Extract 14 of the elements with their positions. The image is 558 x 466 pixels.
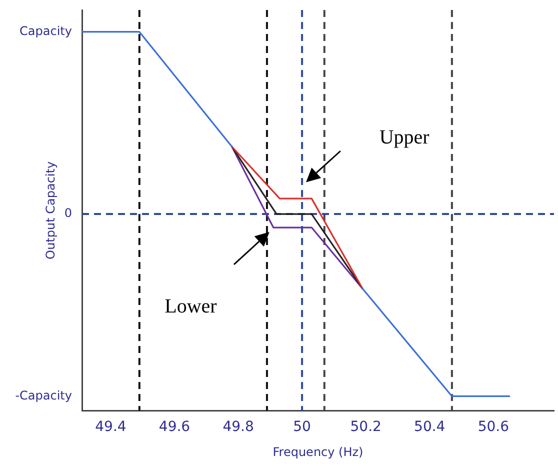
y-axis-title: Output Capacity [43, 161, 58, 260]
annotation: Lower [164, 296, 218, 318]
x-axis-title: Frequency (Hz) [272, 444, 364, 459]
x-tick-label: 50 [293, 418, 311, 435]
x-tick-label: 49.4 [95, 418, 126, 435]
x-tick-label: 49.6 [158, 418, 190, 435]
x-tick-label: 50.2 [350, 418, 382, 435]
x-tick-label: 50.4 [414, 418, 446, 435]
text: -Capacity [15, 388, 72, 402]
x-tick-label: 49.8 [222, 418, 254, 435]
text: Capacity [20, 24, 72, 38]
ref-line-label: 0 [64, 206, 72, 220]
x-tick-label: 50.6 [478, 418, 510, 435]
annotation: Upper [379, 126, 430, 149]
